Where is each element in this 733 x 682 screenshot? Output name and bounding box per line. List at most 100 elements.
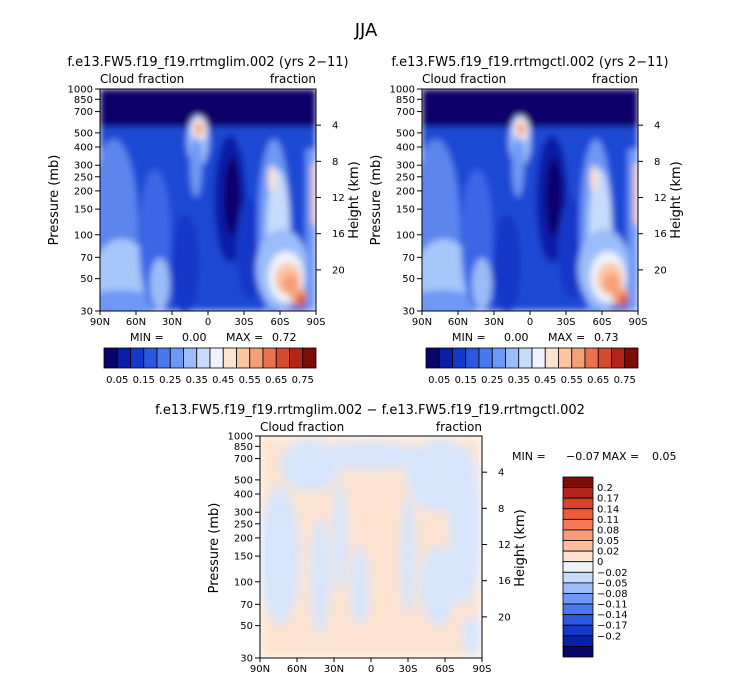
colorbar-swatch — [597, 347, 612, 369]
panel-3-left-label: Cloud fraction — [260, 420, 344, 434]
panel-1-min-label: MIN = — [130, 331, 164, 344]
panel-2-title: f.e13.FW5.f19_f19.rrtmgctl.002 (yrs 2−11… — [391, 55, 668, 70]
colorbar-label: 0.25 — [481, 375, 503, 386]
height-tick-label: 16 — [654, 229, 667, 240]
panel-1-title: f.e13.FW5.f19_f19.rrtmglim.002 (yrs 2−11… — [67, 55, 348, 70]
colorbar-label: 0.45 — [212, 375, 234, 386]
colorbar-swatch — [478, 347, 493, 369]
lat-tick-label: 90S — [306, 317, 325, 328]
lat-tick-label: 90N — [90, 317, 110, 328]
colorbar-swatch — [562, 540, 594, 552]
colorbar-label: 0.55 — [239, 375, 261, 386]
pressure-tick-label: 700 — [234, 454, 253, 465]
height-tick-label: 4 — [498, 468, 504, 479]
pressure-tick-label: 700 — [396, 107, 415, 118]
lat-tick-label: 30N — [162, 317, 182, 328]
pressure-tick-label: 400 — [234, 490, 253, 501]
pressure-tick-label: 700 — [74, 107, 93, 118]
colorbar-label: 0.05 — [597, 536, 619, 547]
colorbar-swatch — [611, 347, 626, 369]
colorbar-label: 0.2 — [597, 483, 613, 494]
colorbar-label: 0.05 — [428, 375, 450, 386]
page-title: JJA — [354, 20, 378, 41]
colorbar-label: 0.02 — [597, 547, 619, 558]
colorbar-label: 0.75 — [614, 375, 636, 386]
height-tick-label: 12 — [654, 193, 667, 204]
height-tick-label: 8 — [654, 157, 660, 168]
panel-3-ylabel: Pressure (mb) — [207, 503, 222, 594]
panel-2-max-value: 0.73 — [594, 331, 619, 344]
colorbar-swatch — [562, 614, 594, 626]
colorbar-label: 0.65 — [587, 375, 609, 386]
colorbar-swatch — [544, 347, 559, 369]
panel-2-heatmap — [422, 89, 638, 311]
height-tick-label: 4 — [332, 121, 338, 132]
pressure-tick-label: 500 — [74, 128, 93, 139]
panel-3-ticks: 1000850700500400300250200150100705030481… — [228, 432, 511, 676]
lat-tick-label: 0 — [205, 317, 211, 328]
pressure-tick-label: 850 — [74, 95, 93, 106]
panel-1-right-label: fraction — [270, 72, 316, 86]
height-tick-label: 12 — [332, 193, 345, 204]
colorbar-label: 0.15 — [133, 375, 155, 386]
colorbar-swatch — [222, 347, 237, 369]
colorbar-swatch — [465, 347, 480, 369]
colorbar-swatch — [196, 347, 211, 369]
panel-1-ticks: 1000850700500400300250200150100705030481… — [68, 85, 345, 329]
lat-tick-label: 60S — [270, 317, 289, 328]
pressure-tick-label: 300 — [396, 161, 415, 172]
height-tick-label: 8 — [332, 157, 338, 168]
panel-2-right-label: fraction — [592, 72, 638, 86]
colorbar-swatch — [275, 347, 290, 369]
colorbar-swatch — [236, 347, 251, 369]
colorbar-swatch — [624, 347, 639, 369]
panel-2-colorbar: 0.05 0.15 0.25 0.35 0.45 0.55 0.65 0.75 — [425, 347, 639, 386]
pressure-tick-label: 70 — [240, 600, 253, 611]
panel-1: f.e13.FW5.f19_f19.rrtmglim.002 (yrs 2−11… — [47, 55, 362, 386]
pressure-tick-label: 50 — [402, 274, 415, 285]
pressure-tick-label: 200 — [74, 186, 93, 197]
lat-tick-label: 30S — [234, 317, 253, 328]
colorbar-swatch — [562, 646, 594, 658]
panel-2-ticks: 1000850700500400300250200150100705030481… — [390, 85, 667, 329]
colorbar-swatch — [558, 347, 573, 369]
panel-1-left-label: Cloud fraction — [100, 72, 184, 86]
pressure-tick-label: 850 — [234, 442, 253, 453]
height-tick-label: 4 — [654, 121, 660, 132]
pressure-tick-label: 200 — [396, 186, 415, 197]
colorbar-swatch — [143, 347, 158, 369]
panel-3-heatmap — [260, 436, 482, 658]
colorbar-swatch — [562, 550, 594, 563]
colorbar-label: 0.35 — [508, 375, 530, 386]
colorbar-label: −0.2 — [597, 631, 621, 642]
colorbar-label: −0.08 — [597, 589, 628, 600]
panel-3: f.e13.FW5.f19_f19.rrtmglim.002 − f.e13.F… — [155, 403, 676, 675]
colorbar-swatch — [562, 624, 594, 637]
colorbar-swatch — [562, 508, 594, 520]
lat-tick-label: 30S — [398, 664, 417, 675]
pressure-tick-label: 1000 — [390, 85, 415, 96]
pressure-tick-label: 400 — [396, 143, 415, 154]
colorbar-swatch — [562, 497, 594, 510]
colorbar-label: 0.08 — [597, 525, 619, 536]
lat-tick-label: 90N — [250, 664, 270, 675]
colorbar-swatch — [169, 347, 184, 369]
lat-tick-label: 0 — [368, 664, 374, 675]
panel-3-min-value: −0.07 — [566, 450, 600, 463]
panel-1-max-value: 0.72 — [272, 331, 297, 344]
pressure-tick-label: 500 — [234, 475, 253, 486]
panel-1-heatmap — [100, 89, 316, 311]
colorbar-label: −0.02 — [597, 568, 628, 579]
height-tick-label: 12 — [498, 540, 511, 551]
colorbar-swatch — [249, 347, 264, 369]
colorbar-swatch — [562, 603, 594, 616]
colorbar-swatch — [505, 347, 520, 369]
panel-2-ylabel: Pressure (mb) — [369, 155, 384, 246]
colorbar-swatch — [116, 347, 131, 369]
lat-tick-label: 90N — [412, 317, 432, 328]
panel-2-min-value: 0.00 — [504, 331, 529, 344]
pressure-tick-label: 100 — [74, 230, 93, 241]
colorbar-swatch — [584, 347, 599, 369]
colorbar-swatch — [562, 561, 594, 573]
pressure-tick-label: 50 — [80, 274, 93, 285]
